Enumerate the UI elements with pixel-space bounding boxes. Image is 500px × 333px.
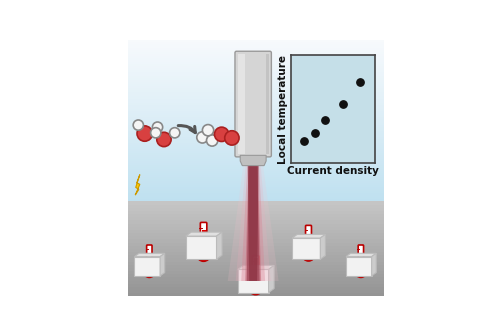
Bar	[359, 260, 362, 271]
Polygon shape	[292, 234, 326, 238]
Circle shape	[170, 128, 180, 138]
Polygon shape	[346, 253, 376, 257]
Bar	[266, 54, 269, 154]
Polygon shape	[216, 232, 222, 259]
Bar	[134, 257, 160, 276]
FancyBboxPatch shape	[200, 222, 207, 255]
Circle shape	[152, 122, 162, 132]
Polygon shape	[134, 253, 164, 257]
Circle shape	[214, 127, 229, 142]
Polygon shape	[242, 166, 265, 281]
FancyBboxPatch shape	[306, 225, 312, 255]
Polygon shape	[238, 265, 274, 269]
Circle shape	[202, 125, 213, 136]
Bar	[292, 238, 320, 259]
Polygon shape	[240, 155, 266, 166]
Polygon shape	[160, 253, 164, 276]
Polygon shape	[245, 166, 261, 281]
Circle shape	[133, 120, 143, 130]
Polygon shape	[248, 166, 258, 281]
Polygon shape	[246, 166, 260, 281]
Circle shape	[206, 135, 218, 146]
Circle shape	[302, 249, 314, 261]
FancyBboxPatch shape	[252, 256, 259, 288]
Circle shape	[150, 128, 161, 138]
Circle shape	[355, 266, 366, 277]
Polygon shape	[186, 232, 222, 236]
Bar	[346, 257, 372, 276]
FancyBboxPatch shape	[358, 245, 364, 272]
Bar	[238, 54, 245, 154]
Bar	[148, 257, 151, 271]
Circle shape	[137, 126, 152, 141]
Circle shape	[157, 132, 171, 147]
Bar	[254, 258, 258, 286]
Polygon shape	[320, 234, 326, 259]
Bar	[186, 236, 216, 259]
Circle shape	[249, 281, 262, 295]
Polygon shape	[236, 166, 270, 281]
Polygon shape	[372, 253, 376, 276]
Circle shape	[197, 248, 210, 261]
Circle shape	[224, 131, 239, 145]
Circle shape	[197, 132, 208, 143]
FancyBboxPatch shape	[235, 51, 272, 157]
Polygon shape	[135, 174, 140, 195]
FancyBboxPatch shape	[146, 245, 152, 272]
Bar	[306, 236, 310, 253]
Polygon shape	[268, 265, 274, 292]
Bar	[238, 269, 268, 292]
Bar	[202, 230, 205, 253]
Polygon shape	[228, 166, 278, 281]
Circle shape	[144, 266, 155, 277]
